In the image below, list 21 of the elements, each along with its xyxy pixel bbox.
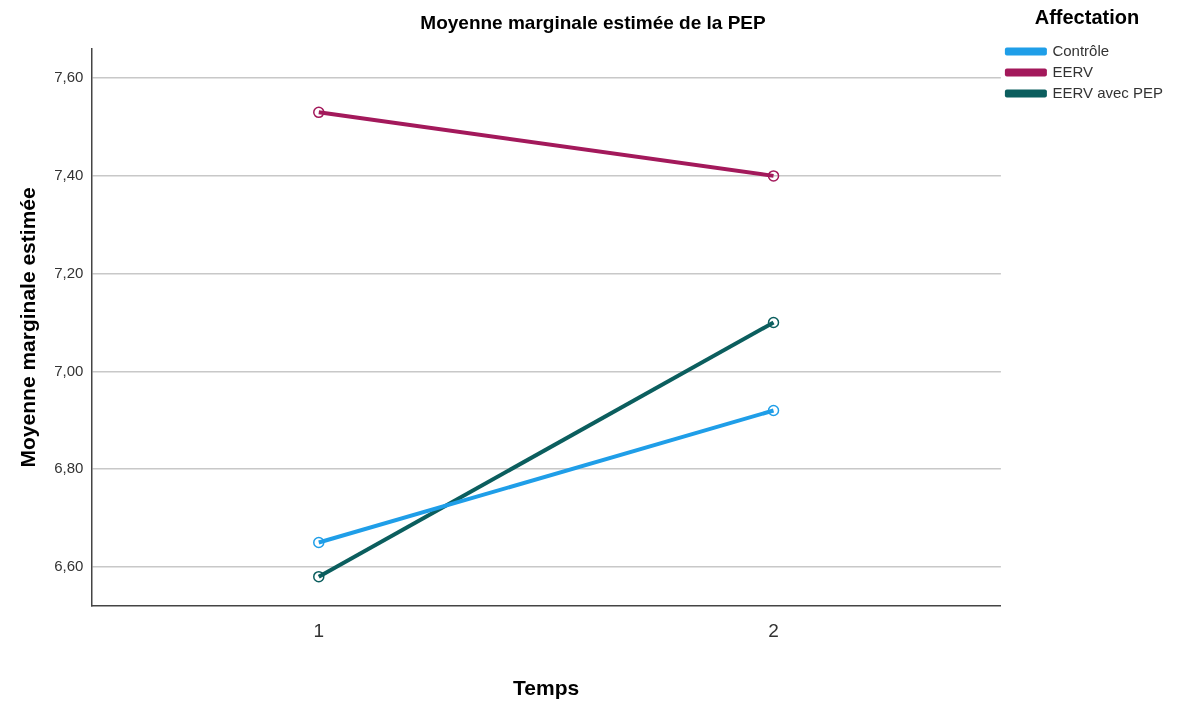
point (767, 170, 780, 182)
point (313, 570, 325, 583)
x-axis-title: Temps (513, 676, 580, 700)
y-tick-label: 7,60 (54, 68, 84, 86)
point (767, 404, 780, 417)
legend-label: EERV avec PEP (1052, 83, 1164, 101)
legend-label: EERV (1052, 62, 1093, 80)
x-tick-label: 2 (768, 619, 779, 641)
legend-title: Affectation (1034, 5, 1140, 28)
y-axis-title: Moyenne marginale estimée (16, 187, 40, 468)
y-tick-label: 7,00 (54, 361, 84, 379)
point (313, 106, 325, 119)
y-tick-label: 7,40 (54, 166, 84, 184)
point (313, 536, 325, 549)
legend-label: Contrôle (1052, 41, 1110, 59)
y-tick-label: 6,60 (54, 557, 84, 575)
y-tick-label: 6,80 (54, 459, 84, 477)
y-tick-label: 7,20 (54, 263, 84, 281)
x-tick-label: 1 (313, 619, 325, 641)
point (767, 316, 780, 329)
chart-title: Moyenne marginale estimée de la PEP (420, 11, 766, 33)
